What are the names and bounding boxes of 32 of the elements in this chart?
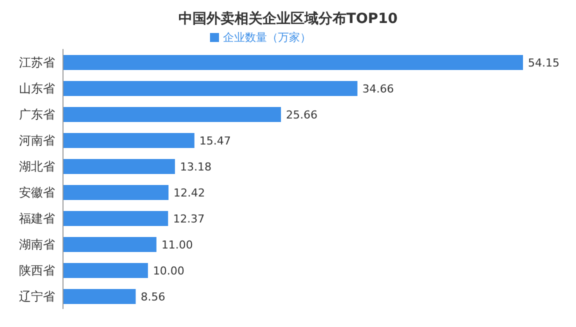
data-label: 10.00	[152, 264, 184, 278]
data-label: 12.42	[174, 186, 206, 200]
chart-title: 中国外卖相关企业区域分布TOP10	[177, 10, 399, 29]
y-tick-label: 安徽省	[19, 185, 55, 200]
y-tick-label: 湖北省	[19, 159, 55, 174]
bar	[63, 55, 523, 70]
bar	[63, 289, 136, 304]
data-label: 54.15	[528, 56, 560, 70]
y-tick-label: 辽宁省	[19, 289, 55, 304]
bar	[63, 107, 281, 122]
legend-label: 企业数量（万家）	[223, 31, 311, 44]
y-tick-label: 陕西省	[19, 263, 55, 278]
data-label: 25.66	[286, 108, 318, 122]
bar	[63, 81, 358, 96]
y-tick-label: 湖南省	[19, 237, 55, 252]
data-label: 34.66	[362, 82, 394, 96]
data-label: 12.37	[173, 212, 205, 226]
bar	[63, 133, 194, 148]
bar	[63, 263, 148, 278]
bar	[63, 237, 156, 252]
data-label: 15.47	[199, 134, 231, 148]
bar	[63, 159, 175, 174]
y-tick-label: 广东省	[19, 107, 55, 122]
y-tick-label: 福建省	[19, 211, 55, 226]
y-tick-label: 江苏省	[19, 55, 55, 70]
data-label: 11.00	[161, 238, 193, 252]
bar	[63, 211, 168, 226]
y-tick-label: 山东省	[19, 81, 55, 96]
data-label: 13.18	[180, 160, 212, 174]
y-tick-label: 河南省	[19, 133, 55, 148]
data-label: 8.56	[140, 290, 166, 304]
bar	[63, 185, 169, 200]
